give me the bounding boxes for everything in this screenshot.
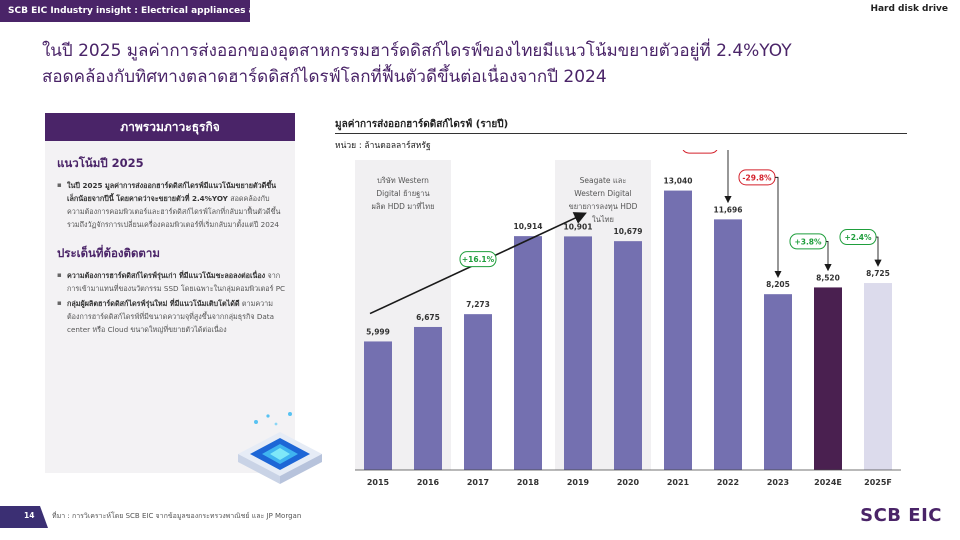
bar-2017 <box>464 314 492 470</box>
x-tick-2024E: 2024E <box>814 478 842 487</box>
x-tick-2023: 2023 <box>767 478 789 487</box>
watch-1-text: จากการเข้ามาแทนที่ของนวัตกรรม SSD โดยเฉพ… <box>67 271 286 293</box>
growth-text-2022: -10.3% <box>685 150 715 151</box>
bar-2020 <box>614 241 642 470</box>
growth-connector-2024E <box>824 240 832 272</box>
headline-line-2: สอดคล้องกับทิศทางตลาดฮาร์ดดิสก์ไดรฟ์โลกท… <box>42 67 607 87</box>
period-note-line: ในไทย <box>592 215 614 224</box>
period-note-line: Seagate และ <box>580 176 627 185</box>
growth-text-2017: +16.1% <box>462 255 495 264</box>
growth-text-2025F: +2.4% <box>844 233 872 242</box>
growth-badge-2022 <box>682 150 718 154</box>
chart-unit: หน่วย : ล้านดอลลาร์สหรัฐ <box>335 141 431 151</box>
period-note-line: ขยายการลงทุน HDD <box>569 202 638 211</box>
trend-list: ในปี 2025 มูลค่าการส่งออกฮาร์ดดิสก์ไดรฟ์… <box>45 179 295 231</box>
growth-text-2024E: +3.8% <box>794 237 822 246</box>
value-label-2018: 10,914 <box>514 222 543 231</box>
bar-2015 <box>364 341 392 470</box>
value-label-2022: 11,696 <box>714 205 743 214</box>
watch-2-text: ตามความต้องการฮาร์ดดิสก์ไดรฟ์ที่มีขนาดคว… <box>67 299 274 334</box>
period-note-line: Western Digital <box>574 189 631 198</box>
source-note: ที่มา : การวิเคราะห์โดย SCB EIC จากข้อมู… <box>52 512 302 520</box>
bar-2024E <box>814 287 842 470</box>
bar-2022 <box>714 219 742 470</box>
x-tick-2015: 2015 <box>367 478 390 487</box>
bar-2025F <box>864 283 892 470</box>
watch-item-2: กลุ่มผู้ผลิตฮาร์ดดิสก์ไดรฟ์รุ่นใหม่ ที่ม… <box>57 297 287 336</box>
value-label-2024E: 8,520 <box>816 273 840 282</box>
bar-2016 <box>414 326 442 470</box>
page-headline: ในปี 2025 มูลค่าการส่งออกของอุตสาหกรรมฮา… <box>42 38 942 90</box>
chart-title-rule <box>335 133 907 134</box>
x-tick-2020: 2020 <box>617 478 640 487</box>
growth-connector-2023 <box>774 176 782 278</box>
panel-title: ภาพรวมภาวะธุรกิจ <box>45 113 295 141</box>
value-label-2020: 10,679 <box>614 227 643 236</box>
x-tick-2018: 2018 <box>517 478 540 487</box>
watch-item-1: ความต้องการฮาร์ดดิสก์ไดรฟ์รุ่นเก่า ที่มี… <box>57 269 287 295</box>
value-label-2015: 5,999 <box>366 327 390 336</box>
business-overview-panel: ภาพรวมภาวะธุรกิจ แนวโน้มปี 2025 ในปี 202… <box>45 113 295 473</box>
export-value-bar-chart: 5,999 6,675 7,273 10,914 10,901 10,679 13,040 1… <box>355 150 901 487</box>
trend-text: สอดคล้องกับความต้องการคอมพิวเตอร์และฮาร์… <box>67 194 281 229</box>
x-tick-2021: 2021 <box>667 478 690 487</box>
trend-item: ในปี 2025 มูลค่าการส่งออกฮาร์ดดิสก์ไดรฟ์… <box>57 179 287 231</box>
chart-title: มูลค่าการส่งออกฮาร์ดดิสก์ไดรฟ์ (รายปี) <box>335 119 509 130</box>
x-tick-2016: 2016 <box>417 478 440 487</box>
period-note-line: บริษัท Western <box>377 176 429 185</box>
period-note-line: ผลิต HDD มาที่ไทย <box>371 201 434 211</box>
bar-2019 <box>564 236 592 470</box>
report-tag: SCB EIC Industry insight : Electrical ap… <box>0 0 326 22</box>
chip-illustration-icon <box>238 412 322 484</box>
value-label-2023: 8,205 <box>766 280 790 289</box>
watch-title: ประเด็นที่ต้องติดตาม <box>57 246 160 260</box>
x-tick-2022: 2022 <box>717 478 739 487</box>
value-label-2025F: 8,725 <box>866 269 890 278</box>
trend-bold-text: ในปี 2025 มูลค่าการส่งออกฮาร์ดดิสก์ไดรฟ์… <box>67 181 277 203</box>
growth-connector-2025F <box>874 236 882 267</box>
value-label-2017: 7,273 <box>466 300 490 309</box>
headline-line-1: ในปี 2025 มูลค่าการส่งออกของอุตสาหกรรมฮา… <box>42 41 792 61</box>
bar-2023 <box>764 294 792 470</box>
bar-2021 <box>664 190 692 471</box>
watch-1-bold-text: ความต้องการฮาร์ดดิสก์ไดรฟ์รุ่นเก่า ที่มี… <box>67 271 266 280</box>
x-tick-2025F: 2025F <box>864 478 892 487</box>
value-label-2019: 10,901 <box>564 222 593 231</box>
section-label: Hard disk drive <box>870 4 948 14</box>
trend-title: แนวโน้มปี 2025 <box>57 156 144 170</box>
value-label-2016: 6,675 <box>416 313 440 322</box>
bar-2018 <box>514 236 542 470</box>
watch-list: ความต้องการฮาร์ดดิสก์ไดรฟ์รุ่นเก่า ที่มี… <box>45 269 295 336</box>
x-tick-2019: 2019 <box>567 478 590 487</box>
x-tick-2017: 2017 <box>467 478 489 487</box>
value-label-2021: 13,040 <box>664 177 693 186</box>
growth-badge-2017 <box>459 251 497 268</box>
period-note-line: Digital ย้ายฐาน <box>376 189 429 198</box>
growth-connector-2022 <box>724 150 732 204</box>
scb-eic-logo: SCB EIC <box>860 505 942 526</box>
page-tab-shape <box>0 506 48 528</box>
page-number: 14 <box>24 511 35 520</box>
watch-2-bold-text: กลุ่มผู้ผลิตฮาร์ดดิสก์ไดรฟ์รุ่นใหม่ ที่ม… <box>67 299 240 308</box>
growth-text-2023: -29.8% <box>742 173 772 182</box>
